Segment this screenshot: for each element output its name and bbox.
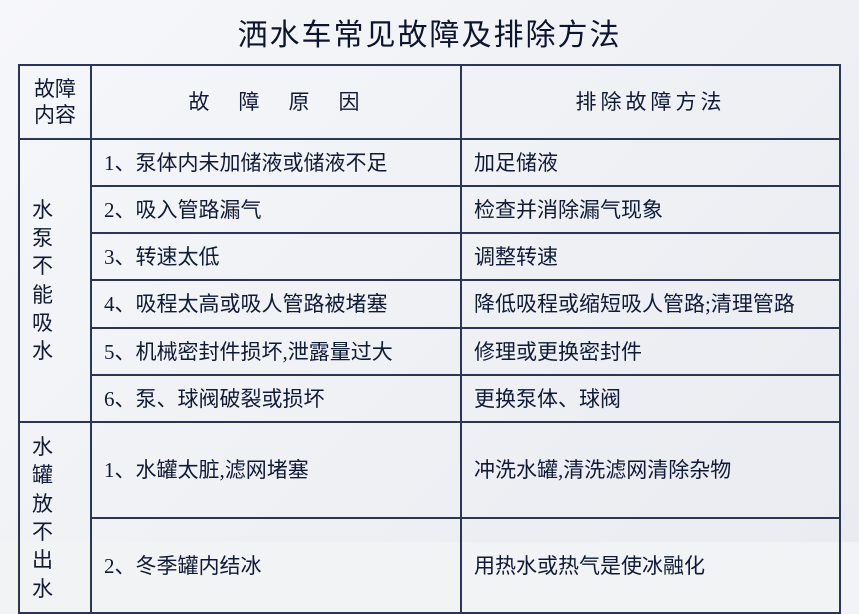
table-header-row: 故障内容 故 障 原 因 排除故障方法	[19, 65, 840, 139]
fault-group-text: 水罐放不出水	[32, 433, 55, 603]
fault-table: 故障内容 故 障 原 因 排除故障方法 水泵不能吸水 1、泵体内未加储液或储液不…	[18, 64, 841, 614]
fault-fix-cell: 用热水或热气是使冰融化	[461, 518, 840, 614]
fault-cause-cell: 3、转速太低	[91, 233, 461, 280]
fault-fix-cell: 检查并消除漏气现象	[461, 186, 840, 233]
col-header-fault-content: 故障内容	[19, 65, 91, 139]
fault-group-label: 水罐放不出水	[19, 422, 91, 613]
fault-group-text: 水泵不能吸水	[32, 196, 55, 366]
fault-fix-cell: 冲洗水罐,清洗滤网清除杂物	[461, 422, 840, 518]
fault-cause-cell: 6、泵、球阀破裂或损坏	[91, 375, 461, 422]
col-header-fault-cause: 故 障 原 因	[91, 65, 461, 139]
fault-fix-cell: 修理或更换密封件	[461, 328, 840, 375]
table-row: 水罐放不出水 1、水罐太脏,滤网堵塞 冲洗水罐,清洗滤网清除杂物	[19, 422, 840, 518]
col-header-fix-method: 排除故障方法	[461, 65, 840, 139]
fault-cause-cell: 1、水罐太脏,滤网堵塞	[91, 422, 461, 518]
table-row: 水泵不能吸水 1、泵体内未加储液或储液不足 加足储液	[19, 139, 840, 186]
table-row: 6、泵、球阀破裂或损坏 更换泵体、球阀	[19, 375, 840, 422]
fault-cause-cell: 4、吸程太高或吸人管路被堵塞	[91, 280, 461, 327]
fault-group-label: 水泵不能吸水	[19, 139, 91, 423]
table-row: 5、机械密封件损坏,泄露量过大 修理或更换密封件	[19, 328, 840, 375]
col-header-label: 故障内容	[34, 76, 76, 129]
table-row: 2、冬季罐内结冰 用热水或热气是使冰融化	[19, 518, 840, 614]
fault-fix-cell: 更换泵体、球阀	[461, 375, 840, 422]
fault-fix-cell: 加足储液	[461, 139, 840, 186]
fault-cause-cell: 1、泵体内未加储液或储液不足	[91, 139, 461, 186]
page-root: { "title": "洒水车常见故障及排除方法", "columns": { …	[0, 0, 859, 542]
page-title: 洒水车常见故障及排除方法	[18, 10, 841, 54]
fault-fix-cell: 调整转速	[461, 233, 840, 280]
fault-cause-cell: 5、机械密封件损坏,泄露量过大	[91, 328, 461, 375]
table-row: 3、转速太低 调整转速	[19, 233, 840, 280]
table-row: 4、吸程太高或吸人管路被堵塞 降低吸程或缩短吸人管路;清理管路	[19, 280, 840, 327]
table-row: 2、吸入管路漏气 检查并消除漏气现象	[19, 186, 840, 233]
fault-cause-cell: 2、冬季罐内结冰	[91, 518, 461, 614]
fault-fix-cell: 降低吸程或缩短吸人管路;清理管路	[461, 280, 840, 327]
fault-cause-cell: 2、吸入管路漏气	[91, 186, 461, 233]
